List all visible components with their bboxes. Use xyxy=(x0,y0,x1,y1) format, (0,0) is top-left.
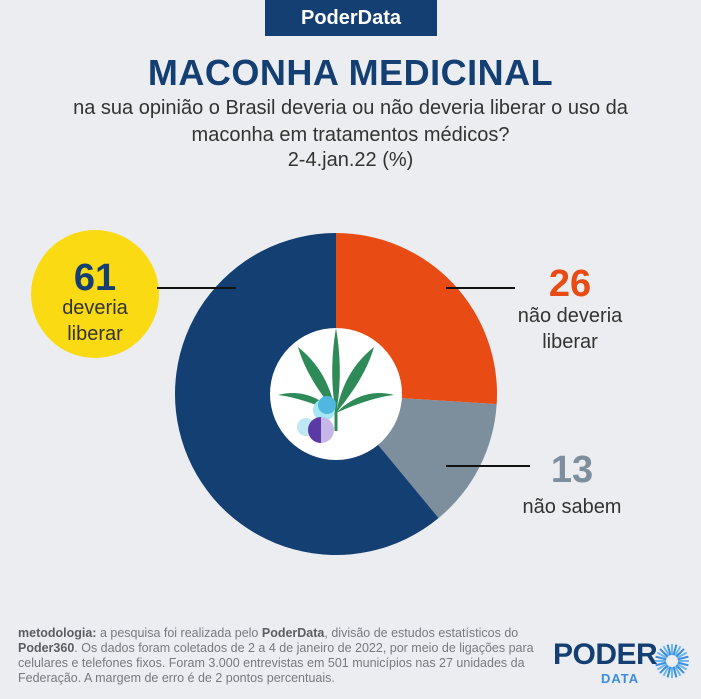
data-label-name-1b: liberar xyxy=(542,331,598,353)
data-label-name-0a: deveria xyxy=(62,297,128,319)
methodology-parent: Poder360 xyxy=(18,641,75,655)
page-title: MACONHA MEDICINAL xyxy=(147,52,554,93)
methodology-org: PoderData xyxy=(261,626,325,640)
methodology-text-3: . Os dados foram coletados de 2 a 4 de j… xyxy=(18,641,534,685)
data-label-name-2: não sabem xyxy=(523,496,622,518)
cannabis-leaf-and-pills-icon xyxy=(278,328,394,443)
logo-word: PODER xyxy=(553,638,658,671)
poderdata-logo: PODER DATA xyxy=(553,640,693,690)
highlight-circle xyxy=(31,230,159,358)
sunburst-icon xyxy=(655,644,689,678)
methodology-text-1: a pesquisa foi realizada pelo xyxy=(96,626,262,640)
methodology-label: metodologia: xyxy=(18,626,97,640)
logo-sub: DATA xyxy=(601,671,640,686)
brand-name: PoderData xyxy=(300,6,402,29)
data-label-name-1a: não deveria xyxy=(518,305,623,327)
methodology-text-2: , divisão de estudos estatísticos do xyxy=(324,626,519,640)
page-subtitle: na sua opinião o Brasil deveria ou não d… xyxy=(73,97,628,146)
data-label-value-2: 13 xyxy=(551,449,593,491)
data-label-value-0: 61 xyxy=(74,257,116,299)
data-label-name-0b: liberar xyxy=(67,323,123,345)
data-label-value-1: 26 xyxy=(549,263,591,305)
survey-date: 2-4.jan.22 (%) xyxy=(287,149,414,171)
brand-tab: PoderData xyxy=(265,0,437,36)
methodology-note: metodologia: a pesquisa foi realizada pe… xyxy=(18,626,543,686)
